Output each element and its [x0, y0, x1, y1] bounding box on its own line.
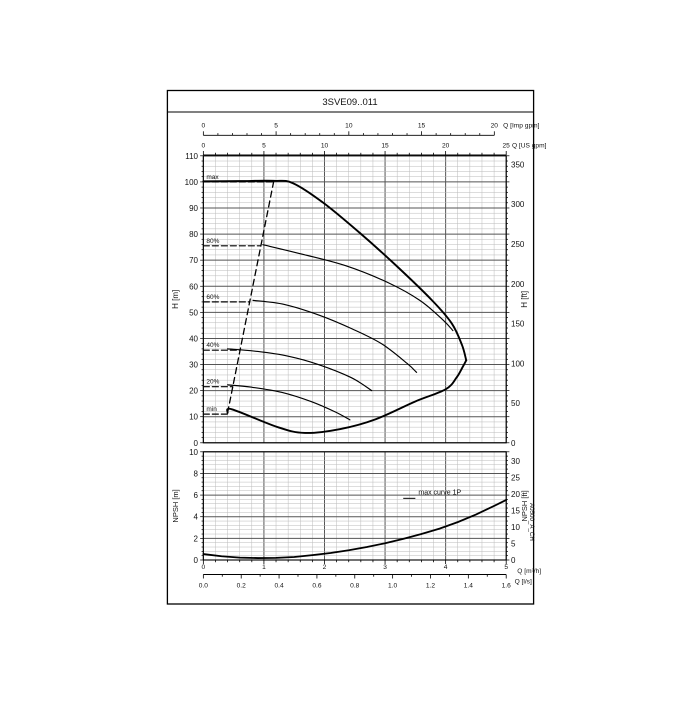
svg-text:50: 50 [189, 308, 198, 317]
svg-text:80%: 80% [206, 238, 219, 245]
svg-text:5: 5 [511, 540, 516, 549]
svg-text:100: 100 [185, 178, 199, 187]
svg-text:0.2: 0.2 [237, 583, 246, 590]
svg-text:2: 2 [194, 534, 199, 543]
svg-text:1.4: 1.4 [464, 583, 473, 590]
svg-text:0: 0 [202, 123, 206, 130]
svg-text:250: 250 [511, 240, 525, 249]
svg-text:20: 20 [442, 143, 450, 150]
svg-text:40%: 40% [206, 342, 219, 349]
svg-text:70: 70 [189, 256, 198, 265]
svg-text:0.6: 0.6 [312, 583, 321, 590]
svg-text:0: 0 [194, 556, 199, 565]
svg-text:0: 0 [202, 143, 206, 150]
svg-text:0: 0 [202, 564, 206, 571]
svg-text:4: 4 [194, 513, 199, 522]
svg-text:50: 50 [511, 399, 520, 408]
svg-text:min: min [206, 406, 217, 413]
svg-text:10: 10 [511, 523, 520, 532]
svg-text:0: 0 [194, 439, 199, 448]
svg-text:H [m]: H [m] [171, 290, 180, 309]
svg-text:1.2: 1.2 [426, 583, 435, 590]
svg-text:0.0: 0.0 [199, 583, 208, 590]
svg-text:A0500_A_CH: A0500_A_CH [528, 503, 535, 541]
svg-text:1.6: 1.6 [502, 583, 511, 590]
svg-text:60: 60 [189, 282, 198, 291]
svg-text:350: 350 [511, 160, 525, 169]
svg-text:90: 90 [189, 204, 198, 213]
svg-text:8: 8 [194, 469, 199, 478]
svg-text:0: 0 [511, 439, 516, 448]
svg-text:Q [m³/h]: Q [m³/h] [517, 568, 541, 575]
svg-text:10: 10 [189, 413, 198, 422]
svg-text:1.0: 1.0 [388, 583, 397, 590]
svg-text:200: 200 [511, 280, 525, 289]
svg-text:1: 1 [262, 564, 266, 571]
svg-text:5: 5 [262, 143, 266, 150]
svg-text:10: 10 [321, 143, 329, 150]
svg-text:110: 110 [185, 152, 198, 161]
svg-text:60%: 60% [206, 294, 219, 301]
svg-text:5: 5 [504, 564, 508, 571]
svg-text:100: 100 [511, 359, 525, 368]
svg-text:40: 40 [189, 334, 198, 343]
svg-text:5: 5 [274, 123, 278, 130]
svg-text:30: 30 [511, 457, 520, 466]
svg-text:20: 20 [189, 387, 198, 396]
svg-text:Q [US gpm]: Q [US gpm] [512, 143, 547, 150]
svg-text:4: 4 [444, 564, 448, 571]
svg-text:15: 15 [381, 143, 389, 150]
svg-text:20%: 20% [206, 379, 219, 386]
svg-text:H [ft]: H [ft] [520, 291, 529, 308]
svg-text:25: 25 [511, 474, 520, 483]
svg-text:15: 15 [418, 123, 426, 130]
svg-text:80: 80 [189, 230, 198, 239]
svg-text:2: 2 [323, 564, 327, 571]
svg-text:NPSH [m]: NPSH [m] [171, 489, 180, 522]
svg-text:max curve 1P: max curve 1P [418, 489, 461, 496]
svg-text:6: 6 [194, 491, 199, 500]
svg-text:10: 10 [189, 448, 198, 457]
svg-text:10: 10 [345, 123, 353, 130]
svg-text:3SVE09..011: 3SVE09..011 [322, 97, 377, 108]
svg-text:30: 30 [189, 361, 198, 370]
svg-text:20: 20 [491, 123, 499, 130]
svg-text:0.8: 0.8 [350, 583, 359, 590]
svg-text:300: 300 [511, 200, 525, 209]
svg-text:Q [Imp gpm]: Q [Imp gpm] [503, 123, 539, 130]
svg-text:150: 150 [511, 320, 525, 329]
svg-text:max: max [206, 174, 219, 181]
svg-text:0: 0 [511, 556, 516, 565]
svg-text:0.4: 0.4 [274, 583, 283, 590]
svg-text:NPSH [ft]: NPSH [ft] [520, 490, 529, 521]
svg-text:25: 25 [503, 143, 511, 150]
svg-text:Q [l/s]: Q [l/s] [515, 579, 532, 586]
svg-text:3: 3 [383, 564, 387, 571]
